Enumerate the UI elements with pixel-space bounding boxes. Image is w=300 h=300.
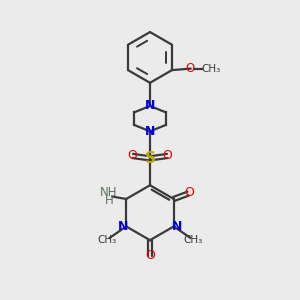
Text: O: O [162,149,172,163]
Text: CH₃: CH₃ [202,64,221,74]
Text: N: N [118,220,128,233]
Text: O: O [128,149,138,163]
Text: O: O [184,186,194,199]
Text: CH₃: CH₃ [98,235,117,245]
Text: N: N [172,220,182,233]
Text: N: N [145,125,155,138]
Text: H: H [104,194,113,207]
Text: O: O [186,62,195,75]
Text: N: N [145,100,155,112]
Text: CH₃: CH₃ [183,235,202,245]
Text: O: O [145,249,155,262]
Text: S: S [145,151,155,166]
Text: NH: NH [100,186,118,199]
